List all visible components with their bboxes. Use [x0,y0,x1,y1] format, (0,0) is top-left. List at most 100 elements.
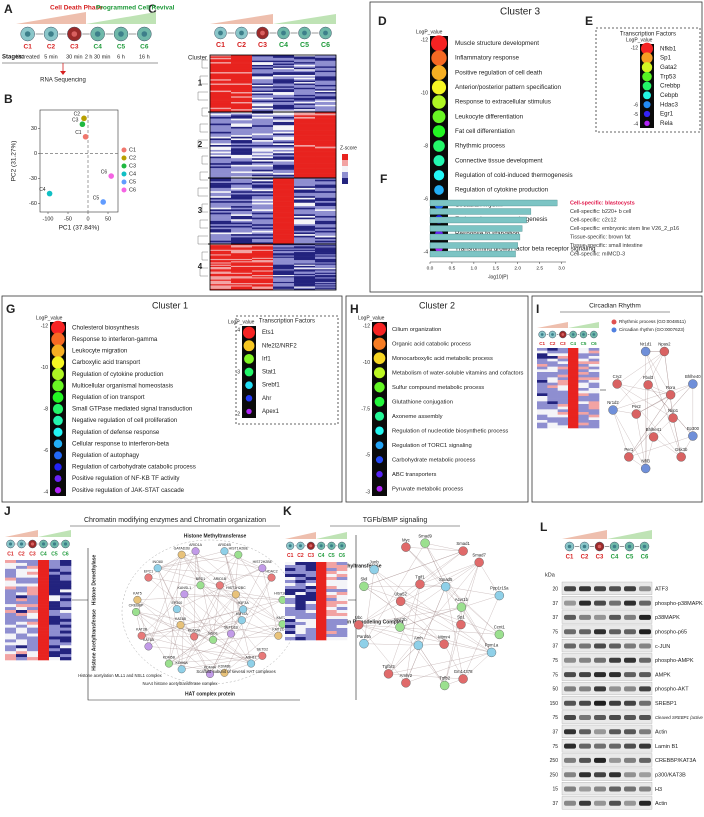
heatmap-cell [231,166,253,169]
heatmap-cell [27,639,39,643]
heatmap-cell [231,214,253,217]
term-label: Leukocyte migration [72,348,128,355]
heatmap-cell [252,113,274,116]
heatmap-cell [315,287,337,290]
heatmap-cell [231,225,253,228]
heatmap-cell [315,159,337,162]
edge [388,645,419,674]
heatmap-cell [294,57,316,60]
node [144,573,153,582]
heatmap-cell [336,562,348,566]
node-label: GATAD2B [174,546,191,550]
heatmap-cell [16,639,28,643]
heatmap-cell [210,240,232,243]
heatmap-cell [231,234,253,237]
heatmap-cell [537,420,548,423]
wedge-revival [607,530,652,539]
heatmap-cell [16,565,28,570]
heatmap-cell [252,164,274,167]
heatmap-cell [16,630,28,634]
heatmap-cell [547,364,558,367]
heatmap-cell [273,219,295,222]
kda-label: 250 [550,772,559,778]
heatmap-cell [294,123,316,126]
heatmap-cell [210,245,232,247]
heatmap-cell [305,607,317,611]
heatmap-cell [273,145,295,147]
heatmap-cell [231,115,253,118]
blot-band [564,786,576,792]
scale-tick: -12 [421,37,428,43]
heatmap-cell [210,244,232,246]
sample-label: C2 [237,42,246,49]
point-label: C2 [74,112,81,118]
scale-swatch [342,178,348,184]
edge [157,568,211,675]
node [420,538,430,548]
heatmap-cell [273,171,295,174]
heatmap-cell [252,246,274,248]
heatmap-cell [38,618,50,623]
heatmap-cell [231,89,253,91]
heatmap-cell [578,398,589,402]
heatmap-cell [315,102,337,104]
heatmap-cell [336,619,348,623]
heatmap-cell [294,168,316,171]
node-label: Acvr2b [393,617,407,622]
heatmap-cell [16,624,28,628]
edge [612,409,630,457]
heatmap-cell [38,642,50,646]
heatmap-cell [294,202,316,205]
heatmap-cell [252,269,274,271]
heatmap-cell [49,565,61,570]
heatmap-cell [305,634,317,638]
heatmap-cell [49,618,61,623]
heatmap-cell [557,356,569,359]
term-label: Muscle structure development [455,40,539,47]
cluster-label: 1 [198,79,203,88]
stage-label: 2 h 30 min [85,54,111,60]
heatmap-cell [315,128,337,131]
heatmap-cell [60,654,72,658]
dot [52,392,64,403]
heatmap-cell [16,562,28,567]
dot [641,62,653,73]
heatmap-cell [273,55,295,57]
heatmap-cell [252,103,274,106]
edge [628,394,671,458]
blot-band [564,614,576,620]
blot-band [624,586,636,592]
heatmap-cell [252,171,274,174]
heatmap-cell [252,168,274,171]
heatmap-cell [273,82,295,84]
blot-band [639,772,651,778]
heatmap-cell [273,245,295,247]
blot-band [609,743,621,749]
heatmap-cell [537,422,548,426]
heatmap-cell [273,250,295,253]
blot-band [624,643,636,649]
cell-nucleus [288,544,292,548]
heatmap-cell [231,257,253,260]
scale-label: LogP_value [626,37,653,43]
heatmap-cell [578,422,589,426]
node [395,622,405,632]
heatmap-cell [273,257,295,260]
node [415,579,425,589]
heatmap-cell [231,109,253,111]
heatmap-cell [273,187,295,190]
heatmap-cell [252,196,274,199]
heatmap-cell [315,86,337,89]
heatmap-cell [252,148,274,151]
edge [653,436,682,458]
heatmap-cell [273,149,295,152]
heatmap-cell [295,586,306,590]
heatmap-cell [316,565,327,569]
heatmap-cell [578,364,589,367]
heatmap-cell [16,574,28,578]
heatmap-cell [210,120,232,123]
heatmap-cell [547,366,558,370]
heatmap-cell [231,220,253,223]
heatmap-cell [49,604,61,608]
heatmap-cell [326,577,337,581]
